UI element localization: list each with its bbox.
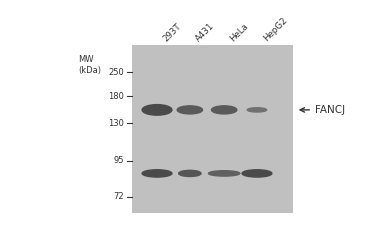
Ellipse shape bbox=[179, 170, 201, 176]
Text: HeLa: HeLa bbox=[229, 22, 251, 44]
Text: A431: A431 bbox=[194, 21, 216, 44]
Text: 72: 72 bbox=[114, 192, 124, 201]
Text: MW
(kDa): MW (kDa) bbox=[78, 55, 101, 75]
Text: 130: 130 bbox=[108, 119, 124, 128]
Text: 180: 180 bbox=[108, 92, 124, 101]
Text: 293T: 293T bbox=[162, 22, 183, 44]
Ellipse shape bbox=[211, 106, 237, 114]
Ellipse shape bbox=[247, 108, 267, 112]
FancyBboxPatch shape bbox=[132, 46, 293, 213]
Ellipse shape bbox=[242, 170, 272, 177]
Ellipse shape bbox=[177, 106, 203, 114]
Text: 250: 250 bbox=[109, 68, 124, 77]
Ellipse shape bbox=[142, 104, 172, 115]
Ellipse shape bbox=[209, 171, 240, 176]
Text: HepG2: HepG2 bbox=[261, 16, 289, 44]
Text: FANCJ: FANCJ bbox=[315, 105, 345, 115]
Text: 95: 95 bbox=[114, 156, 124, 166]
Ellipse shape bbox=[142, 170, 172, 177]
